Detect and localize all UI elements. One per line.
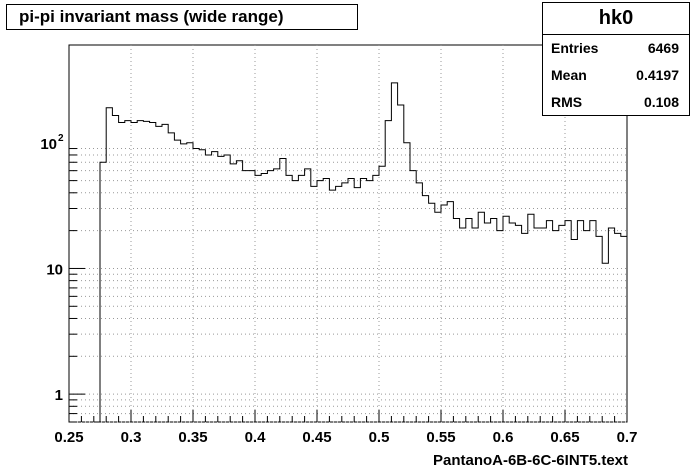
stats-rms-label: RMS: [551, 94, 583, 110]
x-axis-title: PantanoA-6B-6C-6INT5.text: [432, 452, 628, 469]
plot-frame: [68, 44, 628, 423]
y-tick-label: 10: [40, 136, 57, 153]
stats-row-entries: Entries 6469: [543, 35, 689, 62]
stats-row-mean: Mean 0.4197: [543, 62, 689, 89]
stats-histogram-name: hk0: [543, 3, 689, 35]
x-tick-label: 0.4: [245, 429, 267, 446]
x-tick-label: 0.7: [617, 429, 638, 446]
stats-row-rms: RMS 0.108: [543, 89, 689, 116]
x-tick-label: 0.35: [178, 429, 207, 446]
stats-mean-value: 0.4197: [636, 67, 679, 83]
x-tick-label: 0.3: [121, 429, 142, 446]
y-tick-label-exponent: 2: [58, 133, 64, 144]
x-tick-label: 0.45: [302, 429, 331, 446]
x-tick-label: 0.55: [426, 429, 455, 446]
chart-title: pi-pi invariant mass (wide range): [6, 4, 358, 30]
x-tick-label: 0.25: [54, 429, 83, 446]
y-tick-label: 1: [55, 387, 63, 404]
x-tick-label: 0.5: [369, 429, 390, 446]
x-tick-label: 0.65: [550, 429, 579, 446]
stats-entries-label: Entries: [551, 40, 599, 56]
y-tick-label: 10: [46, 261, 63, 278]
stats-rms-value: 0.108: [643, 94, 679, 110]
stats-mean-label: Mean: [551, 67, 587, 83]
stats-box: hk0 Entries 6469 Mean 0.4197 RMS 0.108: [542, 2, 690, 116]
stats-entries-value: 6469: [647, 40, 679, 56]
histogram-line: [93, 82, 627, 423]
x-tick-label: 0.6: [493, 429, 514, 446]
